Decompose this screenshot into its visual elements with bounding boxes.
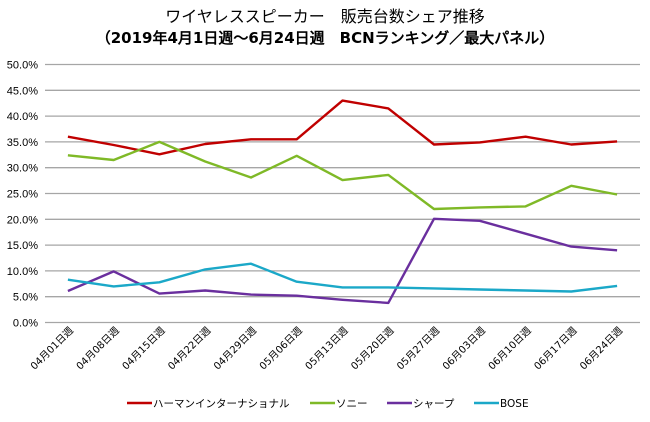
y-tick-label: 0.0% <box>13 318 38 330</box>
y-axis-tick-labels: 0.0% 5.0% 10.0% 15.0% 20.0% 25.0% 30.0% 35.0% 40… <box>7 60 38 330</box>
series-line-3 <box>67 262 618 293</box>
x-tick-label: 06月24日週 <box>578 325 626 373</box>
x-tick-label: 06月03日週 <box>440 325 488 373</box>
gridlines <box>45 63 640 324</box>
x-tick-label: 04月15日週 <box>120 325 168 373</box>
y-tick-label: 5.0% <box>13 292 38 304</box>
series-line-1 <box>67 140 618 211</box>
x-tick-label: 05月27日週 <box>394 325 442 373</box>
x-tick-label: 06月10日週 <box>486 325 534 373</box>
y-tick-label: 10.0% <box>7 266 38 278</box>
y-tick-label: 35.0% <box>7 137 38 149</box>
chart-subtitle: （2019年4月1日週～6月24日週 BCNランキング／最大パネル） <box>96 29 554 47</box>
y-tick-label: 50.0% <box>7 60 38 72</box>
legend-label: BOSE <box>500 398 529 410</box>
y-tick-label: 20.0% <box>7 214 38 226</box>
legend-item: シャープ <box>387 398 455 410</box>
x-tick-label: 06月17日週 <box>532 325 580 373</box>
legend: ハーマンインターナショナル ソニー シャープ BOSE <box>127 398 529 410</box>
x-tick-label: 04月29日週 <box>211 325 259 373</box>
x-tick-label: 05月20日週 <box>349 325 397 373</box>
series-line-0 <box>67 99 618 156</box>
y-tick-label: 15.0% <box>7 240 38 252</box>
y-tick-label: 25.0% <box>7 189 38 201</box>
y-tick-label: 30.0% <box>7 163 38 175</box>
x-tick-label: 04月22日週 <box>166 325 214 373</box>
y-tick-label: 40.0% <box>7 111 38 123</box>
x-tick-label: 05月13日週 <box>303 325 351 373</box>
x-tick-label: 04月08日週 <box>74 325 122 373</box>
y-tick-label: 45.0% <box>7 85 38 97</box>
chart-title: ワイヤレススピーカー 販売台数シェア推移 <box>165 7 485 26</box>
legend-label: シャープ <box>413 398 455 410</box>
legend-item: ソニー <box>310 398 368 410</box>
x-tick-label: 04月01日週 <box>28 325 76 373</box>
legend-label: ソニー <box>336 398 368 410</box>
legend-label: ハーマンインターナショナル <box>153 398 290 410</box>
series-lines <box>67 99 618 305</box>
x-axis-tick-labels: 04月01日週04月08日週04月15日週04月22日週04月29日週05月06… <box>28 325 625 373</box>
legend-item: ハーマンインターナショナル <box>127 398 290 410</box>
legend-item: BOSE <box>474 398 529 410</box>
x-tick-label: 05月06日週 <box>257 325 305 373</box>
